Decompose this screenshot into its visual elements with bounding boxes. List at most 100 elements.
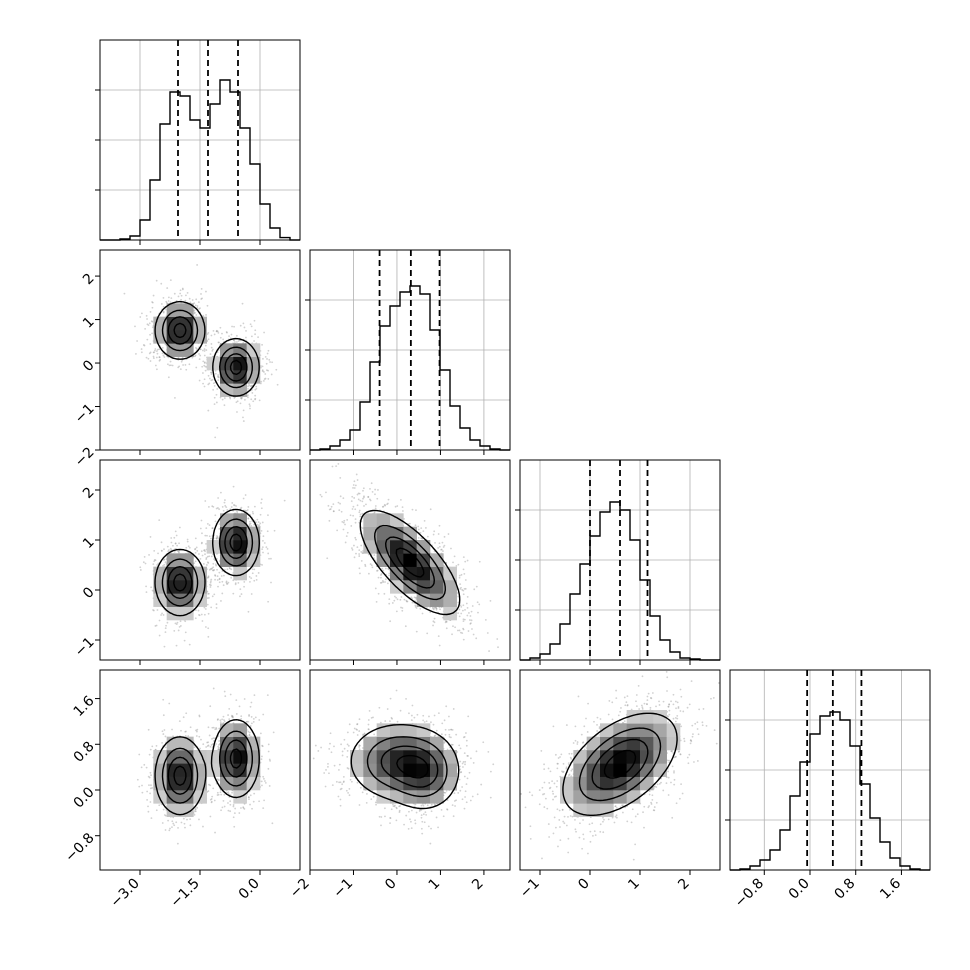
scatter-point: [251, 510, 254, 513]
scatter-point: [205, 290, 207, 293]
scatter-point: [215, 401, 218, 404]
scatter-point: [264, 373, 267, 375]
scatter-point: [215, 329, 218, 332]
scatter-point: [341, 520, 344, 523]
scatter-point: [329, 508, 332, 510]
scatter-point: [367, 553, 370, 556]
scatter-point: [180, 360, 183, 363]
scatter-point: [239, 588, 242, 591]
scatter-point: [417, 525, 420, 528]
scatter-point: [160, 541, 163, 544]
scatter-point: [166, 363, 169, 366]
scatter-point: [276, 383, 279, 386]
scatter-point: [152, 294, 155, 297]
scatter-point: [175, 644, 178, 647]
hist-panel-0: [95, 39, 301, 241]
scatter-point: [145, 585, 147, 588]
scatter-point: [259, 513, 262, 516]
scatter-point: [254, 329, 257, 332]
contour-level-1: [161, 309, 253, 389]
scatter-point: [217, 497, 220, 499]
scatter-point: [225, 582, 228, 585]
scatter-point: [217, 331, 220, 334]
scatter-point: [149, 360, 152, 362]
scatter-point: [456, 629, 459, 632]
density-cell: [180, 566, 194, 581]
scatter-point: [462, 609, 464, 612]
scatter-point: [466, 596, 469, 598]
scatter-point: [346, 531, 349, 534]
scatter-point: [326, 557, 329, 560]
scatter-point: [165, 300, 168, 303]
scatter-point: [349, 514, 352, 517]
scatter-point: [459, 583, 462, 586]
scatter-point: [173, 550, 176, 553]
scatter-point: [211, 378, 214, 381]
scatter-point: [438, 545, 441, 548]
density-cell: [246, 540, 261, 554]
scatter-point: [253, 523, 256, 526]
scatter-point: [212, 562, 215, 565]
scatter-point: [244, 509, 247, 512]
scatter-point: [186, 291, 189, 294]
scatter-point: [169, 301, 172, 304]
scatter-point: [353, 544, 355, 547]
contour-level-2: [167, 316, 248, 382]
scatter-point: [213, 396, 216, 399]
scatter-point: [262, 539, 264, 542]
scatter-point: [198, 308, 200, 310]
scatter-point: [270, 581, 272, 584]
scatter-point: [429, 611, 432, 614]
scatter-point: [248, 576, 251, 578]
scatter-point: [193, 311, 196, 314]
scatter-point: [201, 541, 203, 544]
scatter-point: [243, 326, 246, 329]
scatter-point: [216, 536, 219, 538]
scatter-point: [183, 639, 186, 642]
scatter-point: [359, 513, 362, 516]
scatter-point: [387, 568, 390, 571]
scatter-point: [423, 519, 426, 522]
scatter-point: [207, 592, 209, 595]
scatter-point: [195, 314, 198, 316]
scatter-point: [228, 567, 231, 570]
scatter-point: [352, 484, 355, 486]
density-cell: [193, 593, 207, 607]
scatter-point: [215, 507, 218, 510]
scatter-point: [233, 504, 236, 507]
scatter-point: [270, 557, 272, 560]
scatter-point: [262, 380, 265, 382]
scatter-point: [354, 518, 357, 521]
scatter-point: [225, 581, 228, 584]
scatter-point: [382, 505, 385, 508]
scatter-point: [193, 309, 196, 312]
scatter-point: [457, 612, 459, 615]
scatter-point: [162, 305, 165, 308]
scatter-point: [185, 294, 187, 297]
scatter-point: [363, 496, 365, 499]
scatter-point: [374, 488, 377, 491]
scatter-point: [447, 533, 450, 535]
density-cell: [166, 593, 181, 607]
scatter-point: [201, 620, 204, 622]
scatter-point: [204, 626, 207, 628]
scatter-point: [437, 533, 440, 535]
scatter-point: [156, 352, 159, 355]
scatter-point: [210, 584, 212, 587]
scatter-point: [210, 798, 213, 800]
scatter-point: [156, 564, 159, 566]
scatter-point: [260, 529, 263, 532]
density-cell: [376, 513, 391, 527]
scatter-point: [439, 608, 441, 611]
scatter-point: [198, 353, 200, 355]
scatter-point: [203, 361, 206, 364]
scatter-point: [181, 288, 184, 291]
scatter-point: [369, 499, 372, 502]
scatter-point: [331, 465, 334, 468]
scatter-point: [371, 566, 374, 569]
scatter-point: [345, 535, 348, 538]
scatter-point: [146, 338, 149, 341]
density-cell: [180, 606, 194, 621]
scatter-point: [164, 627, 167, 630]
scatter-point: [210, 578, 213, 581]
